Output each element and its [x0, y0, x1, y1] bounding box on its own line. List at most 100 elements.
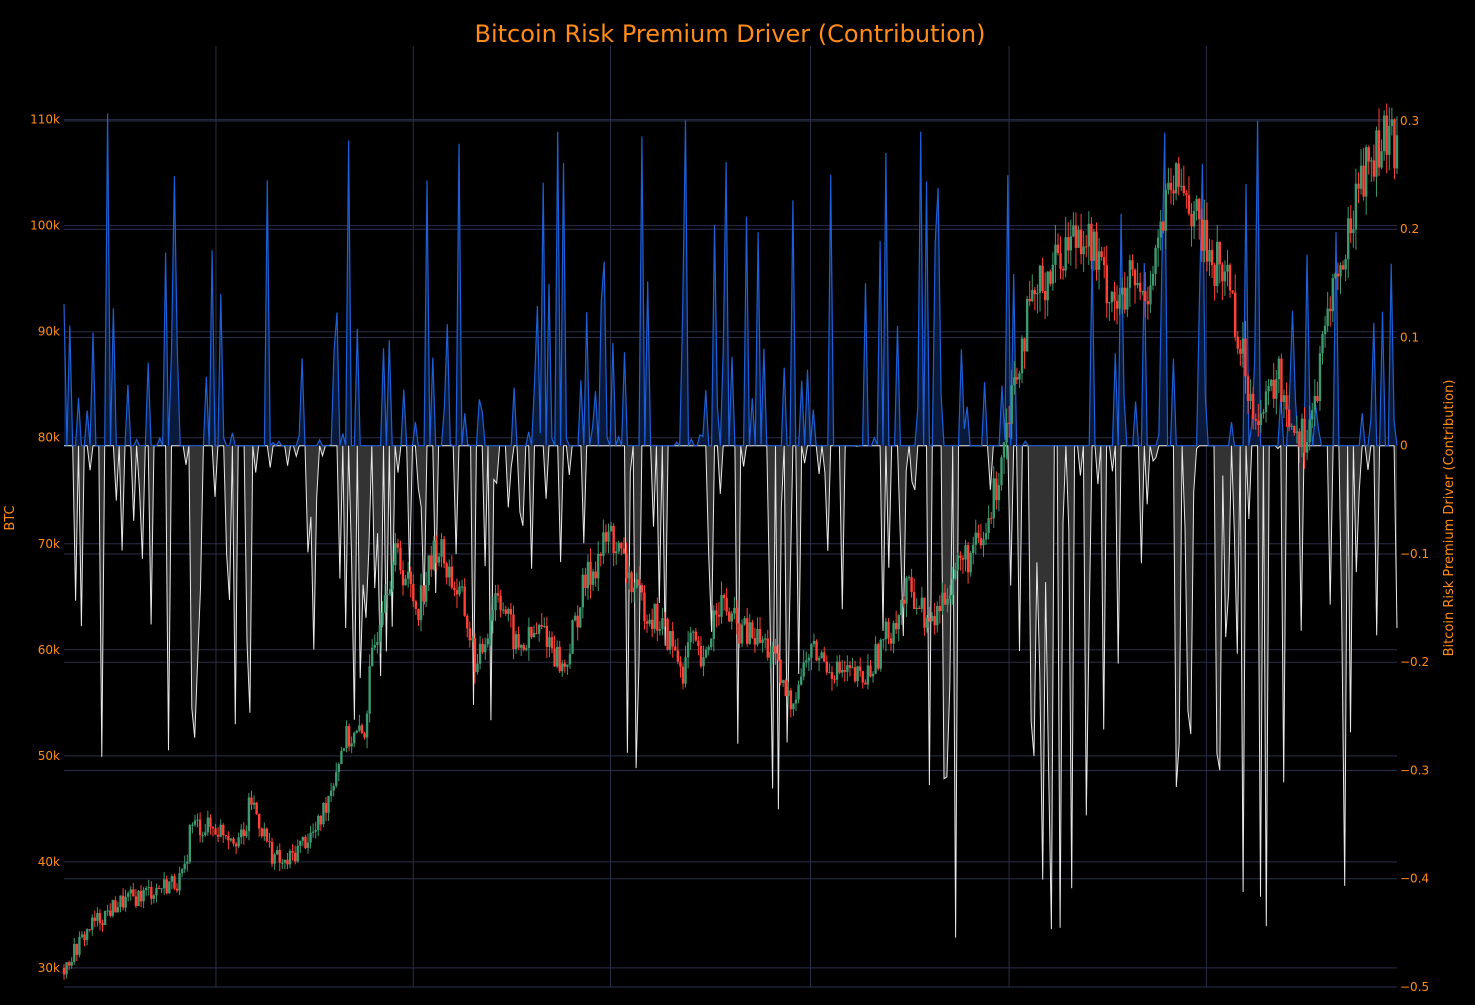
candle-body: [170, 876, 174, 882]
candle-body: [1005, 422, 1008, 443]
candle-body: [442, 539, 446, 564]
candle-body: [1221, 264, 1224, 282]
candle-body: [222, 824, 225, 836]
candle-body: [972, 544, 975, 553]
candle-body: [830, 672, 834, 679]
candle-body: [494, 593, 497, 611]
candle-body: [892, 623, 895, 644]
candle-body: [363, 733, 366, 738]
candle-body: [268, 841, 271, 843]
candle-body: [340, 750, 343, 765]
candle-body: [632, 587, 636, 593]
candle-body: [1054, 244, 1057, 265]
candle-body: [802, 662, 805, 677]
candle-body: [581, 574, 585, 608]
candle-body: [828, 672, 831, 674]
candle-body: [689, 632, 692, 643]
candle-body: [866, 665, 870, 685]
candle-body: [1031, 290, 1034, 302]
candle-body: [579, 607, 582, 628]
candle-body: [504, 609, 507, 614]
candle-body: [1339, 265, 1342, 277]
candle-body: [275, 850, 279, 855]
candle-body: [448, 566, 451, 578]
left-tick-label: 90k: [38, 325, 60, 339]
candle-body: [219, 824, 222, 837]
left-tick-label: 50k: [38, 749, 60, 763]
candle-body: [332, 785, 335, 791]
candle-body: [859, 666, 862, 672]
candle-body: [257, 813, 261, 829]
candle-body: [938, 606, 942, 612]
candle-body: [653, 603, 656, 629]
negative-area-line: [64, 444, 1398, 938]
candle-body: [1259, 413, 1263, 425]
candle-body: [227, 836, 230, 841]
candle-body: [180, 869, 184, 874]
candle-body: [111, 900, 114, 916]
candle-body: [576, 615, 579, 628]
candle-body: [920, 597, 924, 609]
candle-body: [995, 478, 998, 501]
candle-body: [1015, 377, 1019, 380]
candle-body: [1272, 379, 1275, 399]
candle-body: [121, 895, 125, 908]
candle-body: [1133, 269, 1137, 286]
candle-body: [720, 595, 723, 617]
candle-body: [1336, 273, 1340, 277]
candle-body: [622, 548, 626, 554]
candle-body: [88, 929, 91, 931]
candle-body: [910, 577, 913, 592]
candle-body: [373, 644, 376, 648]
candle-body: [697, 640, 700, 647]
candle-body: [692, 631, 695, 633]
candle-body: [157, 887, 161, 889]
candle-body: [661, 618, 664, 629]
candle-body: [301, 836, 305, 841]
candle-body: [640, 585, 644, 593]
candle-body: [417, 608, 420, 621]
candle-body: [612, 525, 615, 554]
candle-body: [322, 803, 325, 825]
candle-body: [335, 772, 338, 786]
candle-body: [80, 934, 84, 938]
candle-body: [974, 532, 977, 545]
candle-body: [1311, 410, 1314, 420]
candle-body: [173, 876, 176, 889]
candle-body: [951, 578, 954, 596]
candle-body: [525, 648, 528, 650]
candle-body: [247, 797, 251, 832]
candle-body: [1174, 163, 1178, 194]
candle-body: [517, 634, 520, 648]
candle-body: [196, 819, 199, 821]
candle-body: [1213, 265, 1216, 287]
candle-body: [435, 540, 438, 563]
candle-body: [137, 890, 140, 907]
candle-body: [484, 644, 487, 653]
candle-body: [394, 543, 397, 566]
candle-body: [124, 896, 127, 908]
candle-body: [781, 680, 785, 683]
candle-body: [209, 817, 212, 828]
left-tick-label: 110k: [30, 113, 60, 127]
candle-body: [496, 593, 500, 596]
candle-body: [702, 657, 705, 667]
candle-body: [1354, 183, 1358, 230]
candle-body: [648, 619, 651, 624]
candle-body: [591, 571, 595, 585]
candle-body: [473, 638, 477, 673]
candle-body: [573, 615, 577, 621]
candle-body: [65, 962, 68, 975]
candle-body: [109, 910, 112, 916]
candle-body: [1241, 338, 1245, 354]
candle-body: [1033, 290, 1037, 295]
candle-body: [178, 873, 181, 891]
candle-body: [142, 889, 145, 902]
candle-body: [1367, 147, 1370, 162]
candle-body: [686, 642, 690, 658]
btc-candles: [62, 103, 1399, 980]
candle-body: [704, 649, 708, 658]
candle-body: [589, 561, 592, 585]
candle-body: [201, 835, 204, 837]
candle-body: [1267, 386, 1270, 392]
